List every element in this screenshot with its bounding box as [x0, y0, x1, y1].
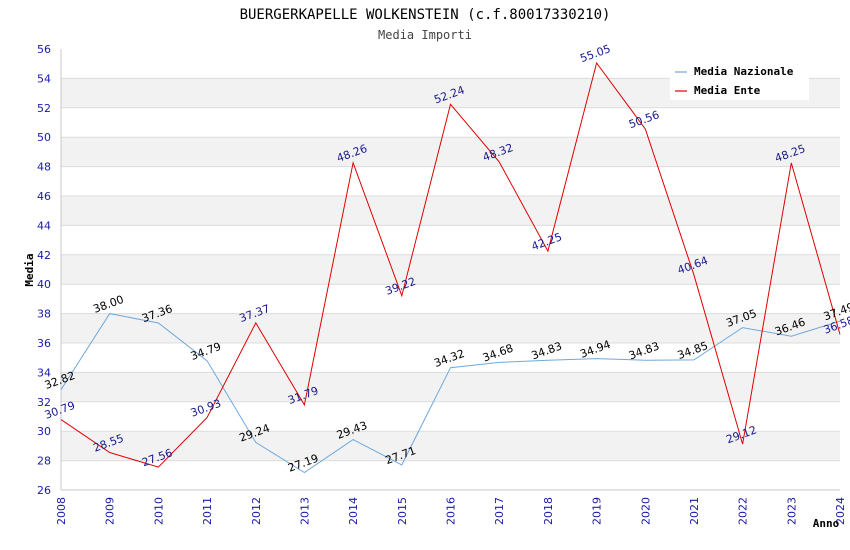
axes [60, 49, 840, 491]
x-tick-label: 2023 [785, 497, 798, 525]
grid-bands [61, 49, 840, 491]
y-tick-label: 54 [37, 72, 51, 85]
legend-label-ente: Media Ente [694, 84, 761, 97]
y-tick-label: 36 [37, 337, 51, 350]
grid-band [61, 107, 840, 138]
x-axis-label: Anno [813, 517, 840, 530]
x-tick-label: 2019 [591, 497, 604, 525]
y-tick-label: 46 [37, 190, 51, 203]
y-axis-label: Media [23, 253, 36, 286]
y-tick-label: 32 [37, 396, 51, 409]
series-line-ente [60, 61, 841, 468]
y-tick-label: 52 [37, 102, 51, 115]
x-tick-label: 2015 [396, 497, 409, 525]
grid-band [61, 431, 840, 461]
grid-band [61, 137, 840, 167]
x-tick-label: 2008 [55, 497, 68, 525]
x-tick-label: 2017 [493, 497, 506, 525]
x-tick-label: 2020 [639, 497, 652, 525]
y-tick-label: 30 [37, 425, 51, 438]
chart-title: BUERGERKAPELLE WOLKENSTEIN (c.f.80017330… [240, 7, 611, 23]
x-tick-label: 2014 [347, 497, 360, 525]
legend-box [670, 62, 809, 100]
y-tick-label: 38 [37, 308, 51, 321]
series-lines [60, 61, 841, 474]
y-tick-label: 40 [37, 278, 51, 291]
x-tick-label: 2022 [737, 497, 750, 525]
y-tick-label: 44 [37, 219, 51, 232]
y-tick-label: 50 [37, 131, 51, 144]
legend: Media Nazionale Media Ente [670, 62, 809, 100]
grid-band [61, 196, 840, 226]
series-line-nazionale [60, 313, 841, 474]
x-tick-label: 2010 [152, 497, 165, 525]
grid-band [61, 372, 840, 402]
x-tick-label: 2016 [445, 497, 458, 525]
x-tick-label: 2018 [542, 497, 555, 525]
grid-band [61, 460, 840, 490]
x-tick-label: 2021 [688, 497, 701, 525]
y-tick-label: 42 [37, 249, 51, 262]
x-tick-labels: 2008 2009 2010 2011 2012 2013 2014 2015 2016 2017… [55, 497, 847, 525]
y-tick-label: 56 [37, 43, 51, 56]
grid-band [61, 313, 840, 343]
x-tick-label: 2013 [298, 497, 311, 525]
y-tick-label: 28 [37, 455, 51, 468]
legend-label-nazionale: Media Nazionale [694, 65, 794, 78]
grid-band [61, 401, 840, 432]
chart-subtitle: Media Importi [378, 28, 472, 42]
x-tick-label: 2024 [834, 497, 847, 525]
grid-band [61, 225, 840, 255]
x-tick-label: 2011 [201, 497, 214, 525]
grid-band [61, 166, 840, 196]
x-tick-label: 2009 [104, 497, 117, 525]
y-tick-label: 34 [37, 366, 51, 379]
grid-band [61, 254, 840, 285]
grid-band [61, 284, 840, 314]
y-tick-label: 48 [37, 161, 51, 174]
y-tick-label: 26 [37, 484, 51, 497]
y-tick-labels: 26 28 30 32 34 36 38 40 42 44 46 48 50 52 54 56 [37, 43, 51, 497]
x-tick-label: 2012 [250, 497, 263, 525]
